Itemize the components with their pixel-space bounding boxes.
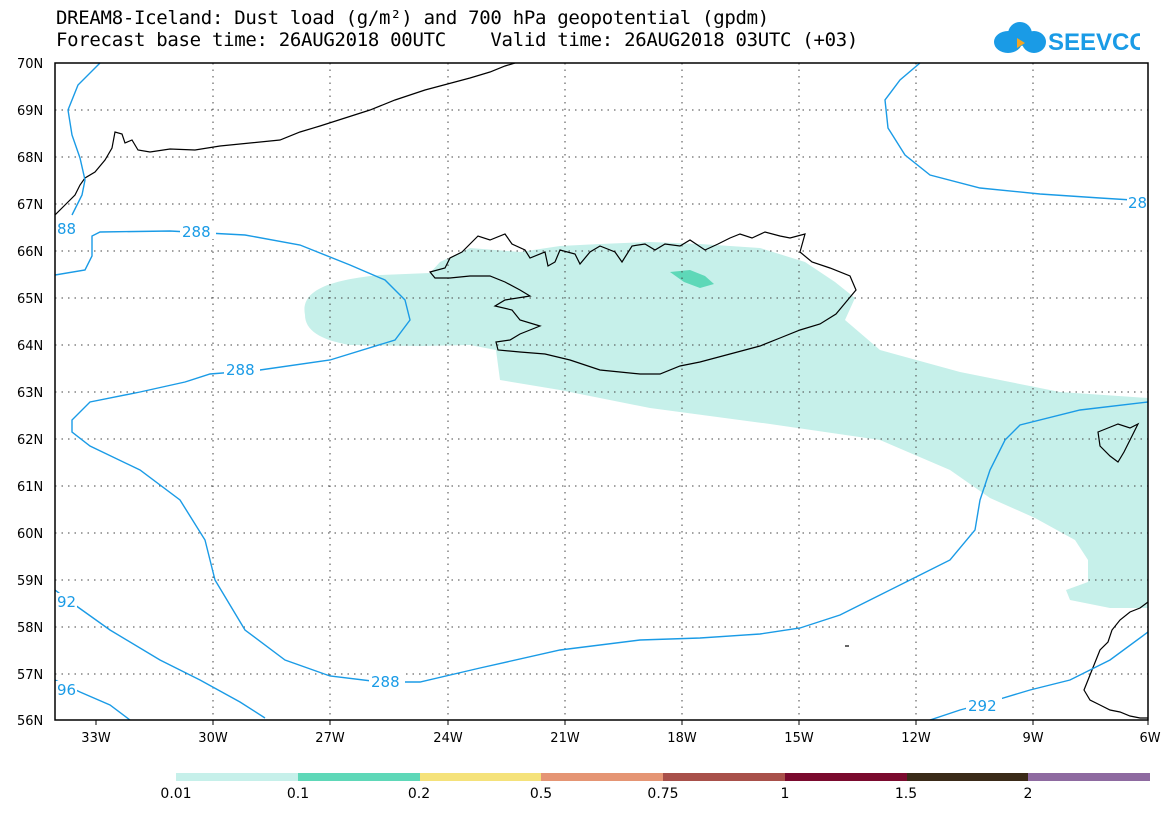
lat-label: 59N <box>17 574 43 589</box>
contour-label: 288 <box>226 361 255 379</box>
lat-label: 65N <box>17 292 43 307</box>
map-subtitle: Forecast base time: 26AUG2018 00UTC Vali… <box>56 29 859 51</box>
lon-label: 24W <box>433 731 463 746</box>
contour-label: 88 <box>57 220 76 238</box>
faroe-coast <box>1097 422 1140 463</box>
lon-label: 21W <box>550 731 580 746</box>
lat-label: 68N <box>17 151 43 166</box>
contour-label: 288 <box>182 223 211 241</box>
logo-text: SEEVCCC <box>1048 29 1140 56</box>
graticule <box>55 63 1148 720</box>
greenland-coast <box>55 63 516 216</box>
dust-area-core <box>670 270 714 288</box>
colorbar-label: 0.1 <box>286 786 310 802</box>
colorbar-segment <box>1028 773 1150 781</box>
contour-label: 288 <box>371 673 400 691</box>
contour-label: 292 <box>968 697 997 715</box>
colorbar-segment <box>176 773 298 781</box>
lat-label: 58N <box>17 621 43 636</box>
lon-label: 27W <box>315 731 345 746</box>
lat-label: 64N <box>17 339 43 354</box>
lon-label: 12W <box>901 731 931 746</box>
lat-label: 66N <box>17 245 43 260</box>
lat-label: 63N <box>17 386 43 401</box>
colorbar-label: 1 <box>780 786 790 802</box>
longitude-labels: 33W 30W 27W 24W 21W 18W 15W 12W 9W 6W <box>81 731 1160 746</box>
colorbar <box>176 773 1150 781</box>
lat-label: 62N <box>17 433 43 448</box>
dust-area-low <box>304 242 1148 608</box>
lon-label: 9W <box>1022 731 1043 746</box>
colorbar-segment <box>541 773 663 781</box>
coastlines <box>55 63 1148 719</box>
map-frame <box>54 62 1149 721</box>
lon-label: 15W <box>784 731 814 746</box>
lat-label: 69N <box>17 104 43 119</box>
contour-labels: 288 288 288 292 92 96 88 28 <box>55 194 1148 715</box>
colorbar-segment <box>784 773 907 781</box>
colorbar-segment <box>419 773 542 781</box>
colorbar-segment <box>906 773 1029 781</box>
colorbar-label: 0.01 <box>160 786 192 802</box>
lon-label: 18W <box>667 731 697 746</box>
lon-label: 33W <box>81 731 111 746</box>
colorbar-label: 2 <box>1023 786 1033 802</box>
colorbar-label: 0.75 <box>647 786 679 802</box>
iceland-coast <box>428 231 857 375</box>
scotland-coast <box>1083 601 1148 719</box>
colorbar-label: 0.2 <box>407 786 431 802</box>
latitude-labels: 70N 69N 68N 67N 66N 65N 64N 63N 62N 61N … <box>17 57 43 729</box>
colorbar-label: 1.5 <box>894 786 918 802</box>
lat-label: 56N <box>17 714 43 729</box>
map-title: DREAM8-Iceland: Dust load (g/m²) and 700… <box>56 7 769 29</box>
lat-label: 70N <box>17 57 43 72</box>
lat-label: 67N <box>17 198 43 213</box>
lon-label: 30W <box>198 731 228 746</box>
colorbar-segment <box>663 773 785 781</box>
seevccc-logo: SEEVCCC <box>994 22 1140 56</box>
lat-label: 57N <box>17 668 43 683</box>
lat-label: 60N <box>17 527 43 542</box>
lon-label: 6W <box>1139 731 1160 746</box>
colorbar-label: 0.5 <box>529 786 553 802</box>
contour-label: 92 <box>57 593 76 611</box>
contour-label: 28 <box>1128 194 1147 212</box>
contour-label: 96 <box>57 681 76 699</box>
colorbar-segment <box>297 773 420 781</box>
lat-label: 61N <box>17 480 43 495</box>
cloud-icon <box>994 22 1046 53</box>
